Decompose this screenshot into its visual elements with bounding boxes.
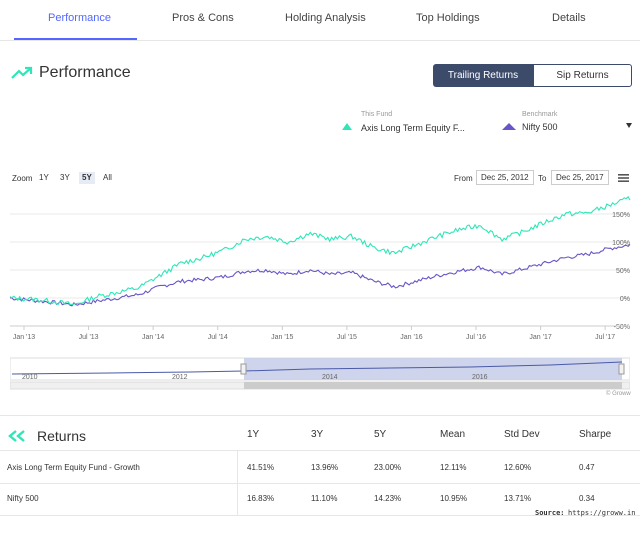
fund-legend-name[interactable]: Axis Long Term Equity F... <box>361 123 465 133</box>
y-tick-label: 50% <box>616 268 630 275</box>
source-url[interactable]: https://groww.in <box>568 509 636 517</box>
navigator-selection <box>244 358 622 380</box>
y-tick-label: 100% <box>612 240 630 247</box>
table-bottom-divider <box>0 515 640 516</box>
navigator-handle-left <box>240 363 247 375</box>
active-tab-indicator <box>14 38 137 40</box>
navigator-line <box>11 361 623 375</box>
x-tick-label: Jan '14 <box>142 334 164 341</box>
fund-sharpe-value: 0.47 <box>579 463 595 472</box>
x-tick-label: Jul '15 <box>337 334 357 341</box>
zoom-all-button[interactable]: All <box>103 173 112 182</box>
tab-details[interactable]: Details <box>552 12 586 24</box>
zoom-5y-button[interactable]: 5Y <box>79 172 95 184</box>
y-tick-label: 0% <box>620 296 630 303</box>
zoom-label: Zoom <box>12 174 33 183</box>
y-tick-label: 150% <box>612 212 630 219</box>
benchmark-legend-label: Benchmark <box>522 111 558 118</box>
fund-5y-value: 23.00% <box>374 463 402 472</box>
benchmark-legend-marker-icon <box>502 123 516 130</box>
zoom-1y-button[interactable]: 1Y <box>39 173 49 182</box>
caret-down-icon[interactable] <box>626 123 632 128</box>
returns-title: Returns <box>37 428 87 444</box>
x-tick-label: Jul '16 <box>466 334 486 341</box>
to-label: To <box>538 174 547 183</box>
returns-header-1y: 1Y <box>247 429 260 440</box>
fund-3y-value: 13.96% <box>311 463 339 472</box>
benchmark-5y-value: 14.23% <box>374 494 402 503</box>
section-divider <box>0 415 640 416</box>
benchmark-1y-value: 16.83% <box>247 494 275 503</box>
x-tick-label: Jan '17 <box>529 334 551 341</box>
from-date-input[interactable]: Dec 25, 2012 <box>476 170 534 185</box>
chart-navigator[interactable]: 2010 2012 2014 2016 <box>10 356 630 396</box>
x-tick-label: Jan '13 <box>13 334 35 341</box>
y-tick-label: -50% <box>614 324 630 331</box>
benchmark-mean-value: 10.95% <box>440 494 468 503</box>
sip-returns-button[interactable]: Sip Returns <box>533 64 632 87</box>
fund-legend-marker-icon <box>342 123 352 130</box>
source-label: Source: <box>535 509 565 517</box>
returns-header-std-dev: Std Dev <box>504 429 540 440</box>
double-arrow-left-icon <box>8 430 25 442</box>
returns-header-sharpe: Sharpe <box>579 429 612 440</box>
fund-std-dev-value: 12.60% <box>504 463 532 472</box>
benchmark-legend-name[interactable]: Nifty 500 <box>522 122 558 132</box>
navigator-year-label: 2014 <box>322 374 338 381</box>
returns-row-benchmark-name: Nifty 500 <box>7 494 39 503</box>
tab-performance[interactable]: Performance <box>48 12 111 24</box>
navigator-year-label: 2016 <box>472 374 488 381</box>
benchmark-sharpe-value: 0.34 <box>579 494 595 503</box>
series-line-fund <box>9 196 631 306</box>
fund-mean-value: 12.11% <box>440 463 467 472</box>
performance-chart[interactable]: 150% 100% 50% 0% -50% Jan '13 Jul '13 Jan '14 Ju… <box>0 190 640 350</box>
navigator-handle-right <box>618 363 625 375</box>
x-tick-label: Jul '13 <box>79 334 99 341</box>
tab-top-holdings[interactable]: Top Holdings <box>416 12 480 24</box>
benchmark-3y-value: 11.10% <box>311 494 338 503</box>
returns-header-5y: 5Y <box>374 429 387 440</box>
returns-header-mean: Mean <box>440 429 466 440</box>
tab-holding-analysis[interactable]: Holding Analysis <box>285 12 366 24</box>
to-date-input[interactable]: Dec 25, 2017 <box>551 170 609 185</box>
row-divider <box>0 483 640 484</box>
navigator-year-label: 2012 <box>172 374 188 381</box>
hamburger-icon[interactable] <box>618 173 629 183</box>
performance-title: Performance <box>39 64 131 81</box>
series-line-benchmark <box>10 244 631 307</box>
returns-row-fund-name: Axis Long Term Equity Fund - Growth <box>7 463 140 472</box>
returns-header-3y: 3Y <box>311 429 324 440</box>
chart-credit: © Groww <box>606 391 631 397</box>
x-tick-label: Jul '14 <box>208 334 228 341</box>
table-divider <box>0 450 640 451</box>
from-label: From <box>454 174 473 183</box>
navigator-year-label: 2010 <box>22 374 38 381</box>
benchmark-std-dev-value: 13.71% <box>504 494 532 503</box>
zoom-3y-button[interactable]: 3Y <box>60 173 70 182</box>
fund-legend-label: This Fund <box>361 111 393 118</box>
tab-pros-cons[interactable]: Pros & Cons <box>172 12 234 24</box>
x-tick-label: Jan '16 <box>400 334 422 341</box>
fund-1y-value: 41.51% <box>247 463 275 472</box>
x-tick-label: Jan '15 <box>271 334 293 341</box>
navigator-scrollbar-thumb <box>244 382 622 389</box>
trailing-returns-button[interactable]: Trailing Returns <box>433 64 533 87</box>
tab-bar: Performance Pros & Cons Holding Analysis… <box>0 0 640 41</box>
trend-up-icon <box>11 66 33 79</box>
x-tick-label: Jul '17 <box>595 334 615 341</box>
